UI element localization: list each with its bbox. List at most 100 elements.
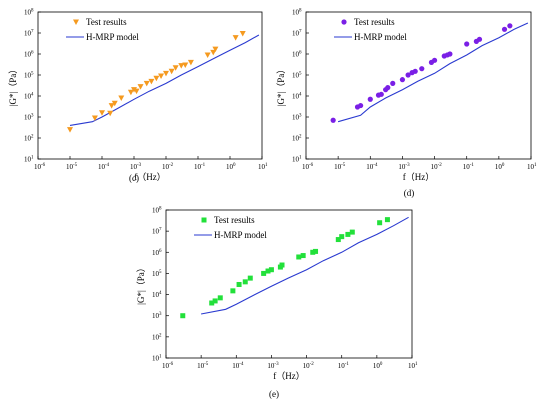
data-point-d	[378, 91, 384, 97]
y-tick-label-d: 106	[292, 51, 302, 59]
data-point-c	[182, 62, 189, 68]
x-tick-label-d: 10-6	[302, 163, 314, 171]
data-point-c	[153, 75, 160, 82]
data-point-d	[419, 66, 425, 72]
y-tick-label-e: 105	[152, 270, 162, 278]
data-point-c	[232, 35, 239, 41]
x-tick-label-d: 10-5	[334, 163, 346, 171]
model-line-d	[337, 22, 529, 123]
data-point-c	[212, 46, 219, 53]
y-tick-label-e: 104	[152, 291, 162, 299]
y-tick-label-e: 103	[152, 312, 162, 320]
x-axis-title-c: f（Hz）	[134, 172, 166, 182]
y-axis-title-d: |G*|（Pa）	[276, 65, 286, 107]
x-tick-label-c: 100	[226, 163, 236, 171]
legend-label-c: Test results	[86, 17, 127, 27]
y-tick-label-e: 108	[152, 207, 162, 215]
data-point-d	[464, 41, 470, 47]
data-point-d	[358, 102, 364, 109]
plot-frame-c	[37, 11, 263, 160]
x-tick-label-c: 10-1	[194, 163, 206, 171]
data-point-e	[209, 300, 215, 306]
y-tick-label-e: 102	[152, 333, 162, 341]
data-point-d	[405, 72, 411, 78]
x-tick-label-d: 10-4	[366, 163, 378, 171]
data-point-c	[187, 59, 194, 66]
data-point-c	[108, 103, 115, 109]
data-point-d	[367, 96, 373, 102]
x-tick-label-c: 10-6	[34, 163, 46, 171]
x-tick-label-c: 10-3	[130, 163, 142, 171]
chart-panel-c: 10-6 10-5 10-4 10-3 10-2 10-1 100 101 101 102 103 1…	[8, 9, 268, 184]
model-line-c	[69, 34, 260, 126]
data-point-e	[212, 298, 218, 304]
data-point-c	[210, 49, 217, 56]
x-tick-label-c: 10-2	[162, 163, 174, 171]
data-point-e	[217, 295, 223, 301]
x-tick-label-e: 10-1	[338, 362, 350, 370]
y-tick-label-c: 105	[24, 72, 34, 80]
x-tick-label-e: 10-6	[162, 362, 174, 370]
x-tick-label-e: 101	[408, 362, 418, 370]
data-point-e	[261, 270, 267, 276]
plot-frame-d	[305, 11, 532, 160]
y-axis-title-c: |G*|（Pa）	[8, 65, 18, 107]
legend-label-d: H-MRP model	[354, 32, 407, 42]
x-tick-label-d: 10-1	[463, 163, 475, 171]
x-tick-label-c: 101	[258, 163, 268, 171]
chart-panel-e: 10-6 10-5 10-4 10-3 10-2 10-1 100 101 101 102 103 1…	[136, 207, 418, 400]
data-point-c	[168, 68, 175, 75]
plot-frame-e	[165, 209, 413, 359]
data-point-e	[349, 229, 355, 235]
y-tick-label-c: 107	[24, 30, 34, 38]
data-point-e	[300, 253, 306, 259]
data-point-c	[178, 63, 185, 69]
data-point-d	[385, 85, 391, 91]
data-point-d	[330, 117, 336, 123]
data-point-d	[390, 80, 396, 86]
data-point-c	[137, 84, 144, 90]
data-point-e	[268, 267, 274, 273]
data-point-e	[377, 220, 383, 226]
legend-marker-d	[341, 19, 347, 25]
data-point-e	[313, 248, 319, 254]
x-tick-label-e: 10-5	[197, 362, 209, 370]
chart-panel-d: 10-6 10-5 10-4 10-3 10-2 10-1 100 101 101 102 103 1…	[276, 9, 537, 199]
data-point-d	[431, 57, 438, 63]
y-axis-title-e: |G*|（Pa）	[136, 263, 146, 305]
y-tick-label-d: 104	[292, 93, 302, 101]
panel-label-c: (c)	[129, 173, 139, 183]
data-point-d	[412, 68, 418, 74]
data-point-c	[118, 95, 125, 102]
data-point-c	[131, 87, 137, 93]
legend-marker-c	[73, 19, 79, 25]
legend-marker-e	[201, 217, 207, 223]
x-tick-label-c: 10-5	[66, 163, 78, 171]
data-point-c	[133, 88, 140, 95]
panel-label-e: (e)	[269, 389, 279, 399]
data-point-e	[296, 254, 302, 260]
x-tick-label-d: 10-3	[398, 163, 410, 171]
x-axis-title-d: f（Hz）	[403, 172, 435, 182]
data-point-c	[172, 65, 179, 71]
y-tick-label-c: 101	[24, 156, 34, 164]
x-tick-label-c: 10-4	[98, 163, 110, 171]
data-point-e	[279, 262, 285, 268]
x-tick-label-e: 100	[373, 362, 383, 370]
panel-label-d: (d)	[404, 188, 415, 198]
y-tick-label-d: 101	[292, 156, 302, 164]
y-tick-label-c: 106	[24, 51, 34, 59]
data-point-c	[143, 80, 150, 87]
x-tick-label-e: 10-3	[267, 362, 279, 370]
data-point-c	[107, 110, 114, 117]
data-point-e	[335, 237, 341, 243]
model-line-e	[200, 216, 409, 315]
y-tick-label-c: 104	[24, 93, 34, 101]
data-point-e	[384, 217, 390, 223]
data-point-e	[180, 313, 186, 319]
data-point-d	[476, 36, 483, 42]
legend-label-e: Test results	[214, 215, 255, 225]
data-point-d	[447, 51, 453, 57]
data-point-d	[507, 23, 513, 29]
